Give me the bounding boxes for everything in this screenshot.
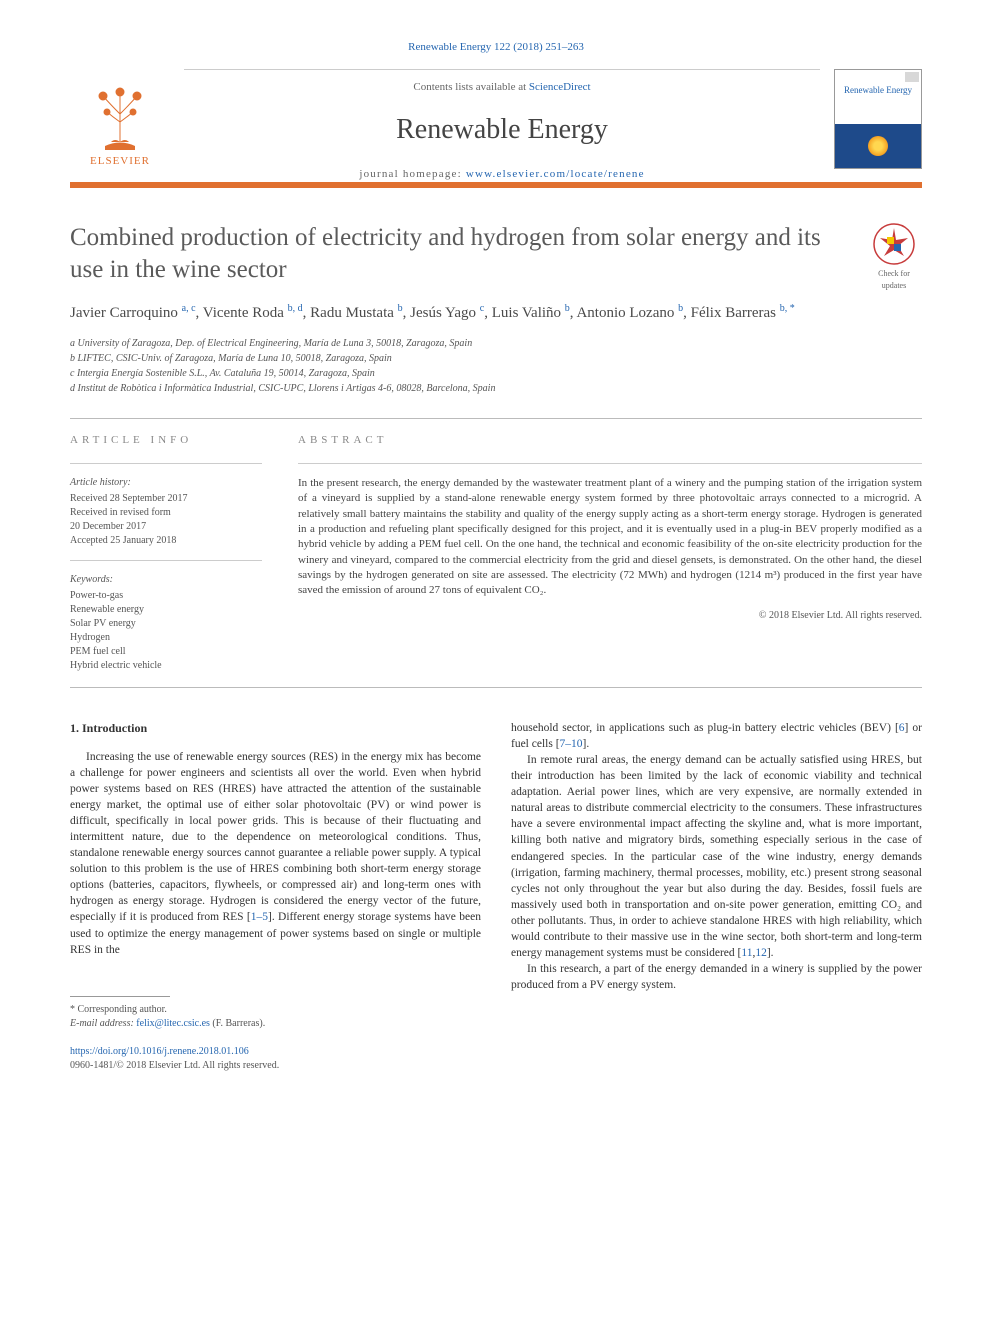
article-title: Combined production of electricity and h…	[70, 222, 836, 285]
corresponding-email-link[interactable]: felix@litec.csic.es	[136, 1018, 210, 1029]
abstract-block: ABSTRACT In the present research, the en…	[280, 419, 922, 686]
corresponding-footnote: * Corresponding author. E-mail address: …	[70, 1003, 481, 1031]
cover-corner-icon	[905, 72, 919, 82]
elsevier-tree-icon	[85, 84, 155, 154]
list-item: Received in revised form	[70, 506, 262, 520]
journal-name: Renewable Energy	[184, 110, 820, 149]
list-item: PEM fuel cell	[70, 645, 262, 659]
bottom-meta: https://doi.org/10.1016/j.renene.2018.01…	[70, 1045, 481, 1073]
column-left: 1. Introduction Increasing the use of re…	[70, 720, 481, 1073]
article-head: Combined production of electricity and h…	[70, 222, 922, 396]
meta-row: ARTICLE INFO Article history: Received 2…	[70, 418, 922, 687]
doi-link[interactable]: https://doi.org/10.1016/j.renene.2018.01…	[70, 1046, 249, 1057]
history-label: Article history:	[70, 476, 262, 490]
issn-line: 0960-1481/© 2018 Elsevier Ltd. All right…	[70, 1059, 481, 1073]
paragraph: Increasing the use of renewable energy s…	[70, 749, 481, 958]
sciencedirect-link[interactable]: ScienceDirect	[529, 81, 591, 93]
email-author: (F. Barreras).	[212, 1018, 265, 1029]
contents-line: Contents lists available at ScienceDirec…	[184, 80, 820, 95]
article-info-heading: ARTICLE INFO	[70, 433, 262, 448]
keywords-label: Keywords:	[70, 573, 262, 587]
abstract-copyright: © 2018 Elsevier Ltd. All rights reserved…	[298, 609, 922, 623]
masthead: ELSEVIER Contents lists available at Sci…	[70, 69, 922, 188]
section-heading: 1. Introduction	[70, 720, 481, 737]
publisher-name: ELSEVIER	[90, 154, 150, 169]
corresponding-author-label: * Corresponding author.	[70, 1003, 481, 1017]
masthead-center: Contents lists available at ScienceDirec…	[184, 69, 820, 182]
article-info-block: ARTICLE INFO Article history: Received 2…	[70, 419, 280, 686]
journal-cover-thumbnail: Renewable Energy	[834, 69, 922, 169]
citation-link[interactable]: Renewable Energy 122 (2018) 251–263	[408, 41, 584, 53]
email-label: E-mail address:	[70, 1018, 134, 1029]
author-list: Javier Carroquino a, c, Vicente Roda b, …	[70, 301, 836, 325]
homepage-link[interactable]: www.elsevier.com/locate/renene	[466, 168, 645, 180]
history-list: Received 28 September 2017Received in re…	[70, 492, 262, 548]
contents-prefix: Contents lists available at	[413, 81, 528, 93]
list-item: Solar PV energy	[70, 617, 262, 631]
list-item: Hybrid electric vehicle	[70, 659, 262, 673]
homepage-prefix: journal homepage:	[359, 168, 466, 180]
list-item: d Institut de Robòtica i Informàtica Ind…	[70, 381, 836, 396]
column-right: household sector, in applications such a…	[511, 720, 922, 1073]
abstract-heading: ABSTRACT	[298, 433, 922, 448]
homepage-line: journal homepage: www.elsevier.com/locat…	[184, 167, 820, 182]
list-item: Received 28 September 2017	[70, 492, 262, 506]
publisher-logo: ELSEVIER	[70, 69, 170, 169]
cover-title: Renewable Energy	[835, 84, 921, 97]
paragraph: In this research, a part of the energy d…	[511, 961, 922, 993]
abstract-text: In the present research, the energy dema…	[298, 476, 922, 599]
list-item: Power-to-gas	[70, 589, 262, 603]
citation-line: Renewable Energy 122 (2018) 251–263	[70, 40, 922, 55]
body-columns: 1. Introduction Increasing the use of re…	[70, 720, 922, 1073]
keywords-list: Power-to-gasRenewable energySolar PV ene…	[70, 589, 262, 673]
check-updates-line2: updates	[866, 280, 922, 291]
page: Renewable Energy 122 (2018) 251–263	[0, 0, 992, 1113]
list-item: Hydrogen	[70, 631, 262, 645]
list-item: a University of Zaragoza, Dep. of Electr…	[70, 336, 836, 351]
paragraph: In remote rural areas, the energy demand…	[511, 752, 922, 961]
list-item: c Intergia Energía Sostenible S.L., Av. …	[70, 366, 836, 381]
list-item: Accepted 25 January 2018	[70, 534, 262, 548]
check-updates-badge[interactable]: Check for updates	[866, 222, 922, 290]
footnote-separator	[70, 996, 170, 997]
list-item: Renewable energy	[70, 603, 262, 617]
cover-sun-icon	[868, 136, 888, 156]
check-updates-line1: Check for	[866, 268, 922, 279]
affiliations: a University of Zaragoza, Dep. of Electr…	[70, 336, 836, 396]
list-item: 20 December 2017	[70, 520, 262, 534]
paragraph: household sector, in applications such a…	[511, 720, 922, 752]
list-item: b LIFTEC, CSIC-Univ. of Zaragoza, María …	[70, 351, 836, 366]
